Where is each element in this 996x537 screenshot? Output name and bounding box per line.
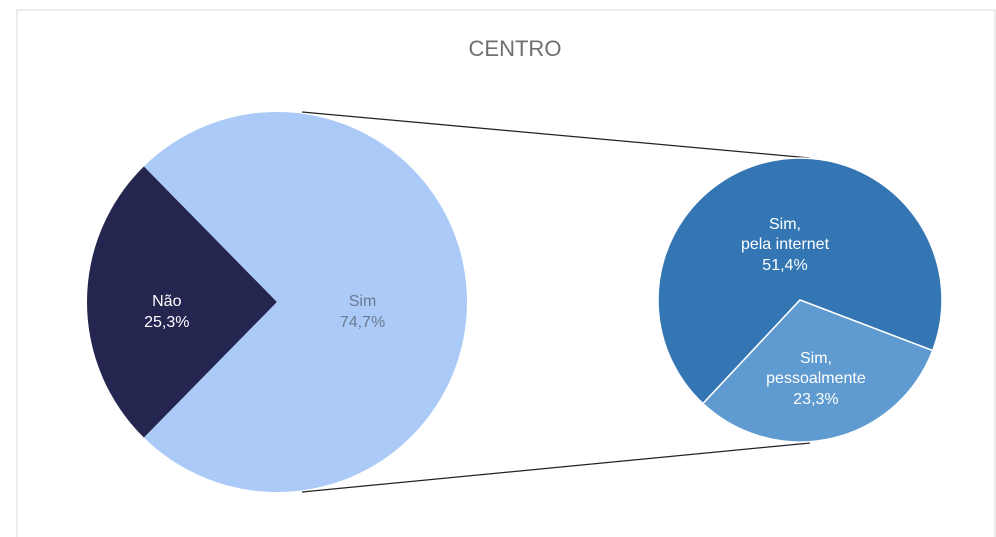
pie-slice (701, 299, 934, 443)
connector-line (301, 111, 811, 159)
data-label: Sim 74,7% (340, 293, 385, 331)
category-label: Sim, pela internet (741, 216, 830, 253)
pie-slice (657, 157, 943, 405)
pie-slice (87, 166, 278, 438)
data-label: Sim, pela internet 51,4% (741, 216, 830, 274)
data-label: Não 25,3% (144, 293, 189, 331)
value-label: 51,4% (762, 257, 807, 274)
category-line: Sim (349, 293, 377, 310)
value-label: 23,3% (793, 391, 838, 408)
data-label: Sim, pessoalmente 23,3% (766, 350, 866, 408)
value-label: 74,7% (340, 314, 385, 331)
category-line: Sim, (769, 216, 801, 233)
value-label: 25,3% (144, 314, 189, 331)
category-line: pela internet (741, 236, 830, 253)
category-line: Não (152, 293, 181, 310)
pie-slice (143, 112, 468, 493)
category-label: Sim (349, 293, 377, 310)
connector-line (301, 442, 811, 493)
category-line: Sim, (800, 350, 832, 367)
category-line: pessoalmente (766, 370, 866, 387)
category-label: Sim, pessoalmente (766, 350, 866, 387)
chart-title: CENTRO (469, 36, 562, 61)
category-label: Não (152, 293, 181, 310)
